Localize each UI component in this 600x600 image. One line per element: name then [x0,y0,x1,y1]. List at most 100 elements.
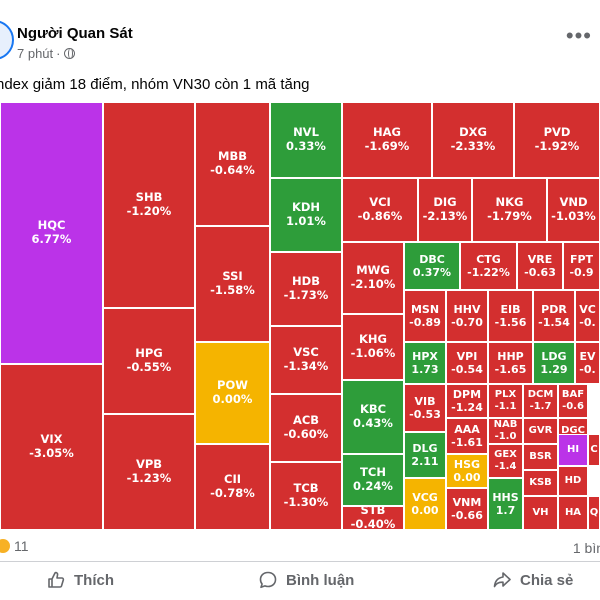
share-count[interactable]: 1 bìn [572,540,600,556]
post-text: ndex giảm 18 điểm, nhóm VN30 còn 1 mã tă… [0,76,310,93]
heatmap-cell-hsg: HSG 0.00 [446,454,488,488]
heatmap-cell-vsc: VSC -1.34% [270,326,342,394]
change-label: -1.79% [487,209,532,223]
ticker-label: BSR [529,451,552,462]
ticker-label: GVR [528,425,553,436]
change-label: 1.73 [411,363,439,376]
change-label: -0.63 [524,266,556,279]
post-meta: 7 phút · [17,46,75,61]
heatmap-cell-vpi: VPI -0.54 [446,342,488,384]
ticker-label: KSB [529,477,552,488]
ticker-label: VRE [527,252,553,266]
heatmap-cell-eib: EIB -1.56 [488,290,533,342]
change-label: -0.78% [210,486,255,500]
change-label: 0.37% [412,266,452,279]
change-label: -0.89 [409,316,441,329]
author-name[interactable]: Người Quan Sát [17,25,133,42]
change-label: -1.06% [350,346,396,360]
comment-button[interactable]: Bình luận [258,570,354,590]
heatmap-cell-c: C [588,434,600,466]
change-label: -1.23% [126,471,172,485]
change-label: -0.60% [283,427,329,441]
change-label: 0.33% [286,139,326,153]
heatmap-cell-gex: GEX -1.4 [488,444,523,478]
change-label: -1.61 [451,436,483,449]
like-label: Thích [74,571,114,589]
heatmap-cell-mwg: MWG -2.10% [342,242,404,314]
ticker-label: MWG [356,263,390,278]
change-label: -0.64% [210,163,255,177]
heatmap-cell-hpg: HPG -0.55% [103,308,195,414]
change-label: -1.65 [494,363,527,376]
ticker-label: HDB [292,274,320,289]
ticker-label: GEX [494,449,517,460]
ticker-label: C [590,444,598,455]
heatmap-cell-baf: BAF -0.6 [558,384,588,418]
ticker-label: STB [360,506,386,518]
comment-icon [259,571,277,589]
like-button[interactable]: Thích [46,570,114,590]
change-label: -1.20% [126,204,172,218]
ticker-label: SSI [222,269,243,284]
heatmap-cell-ldg: LDG 1.29 [533,342,575,384]
heatmap-cell-gvr: GVR [523,418,558,444]
ticker-label: VH [532,507,549,518]
more-options-icon[interactable]: ••• [565,23,592,48]
heatmap-cell-pvd: PVD -1.92% [514,102,600,178]
change-label: -1.0 [494,431,517,442]
heatmap-cell-mbb: MBB -0.64% [195,102,270,226]
heatmap-cell-hdb: HDB -1.73% [270,252,342,326]
change-label: 2.11 [411,455,439,468]
change-label: -1.24 [451,401,483,414]
ticker-label: HI [566,444,580,455]
ticker-label: HPG [135,346,163,361]
heatmap-cell-bsr: BSR [523,444,558,470]
change-label: -2.33% [450,139,496,153]
ticker-label: HD [564,475,582,486]
reaction-summary[interactable]: 11 [0,538,29,554]
heatmap-cell-vcg: VCG 0.00 [404,478,446,530]
change-label: 0.00 [411,504,439,517]
ticker-label: VNM [452,495,482,509]
ticker-label: FPT [569,252,594,266]
change-label: -0. [579,316,596,329]
ticker-label: VCG [412,490,438,504]
change-label: 0.00 [453,471,481,484]
ticker-label: BAF [561,389,585,400]
heatmap-cell-hpx: HPX 1.73 [404,342,446,384]
heatmap-cell-acb: ACB -0.60% [270,394,342,462]
ticker-label: HHP [497,349,524,363]
heatmap-cell-hd: HD [558,466,588,496]
thumbs-up-icon [48,571,65,588]
heatmap-cell-ksb: KSB [523,470,558,496]
change-label: -0.66 [451,509,483,522]
heatmap-cell-kbc: KBC 0.43% [342,380,404,454]
ticker-label: PLX [494,389,517,400]
ticker-label: HHV [453,302,481,316]
heatmap-cell-hqc: HQC 6.77% [0,102,103,364]
change-label: -3.05% [29,446,74,460]
meta-separator: · [56,46,61,61]
heatmap-cell-vib: VIB -0.53 [404,384,446,432]
ticker-label: ACB [292,413,320,428]
post-time[interactable]: 7 phút [17,46,54,61]
change-label: -1.34% [283,359,329,373]
change-label: -0.55% [126,360,172,374]
change-label: -1.54 [538,316,570,329]
ticker-label: PVD [543,125,571,140]
avatar[interactable] [0,20,14,60]
ticker-label: EV [579,349,596,363]
change-label: -1.58% [210,283,255,297]
change-label: -0.54 [451,363,483,376]
ticker-label: VC [579,302,596,316]
reaction-count: 11 [14,538,29,554]
ticker-label: HSG [453,457,481,471]
heatmap-cell-dbc: DBC 0.37% [404,242,460,290]
ticker-label: HQC [37,218,66,233]
share-button[interactable]: Chia sẻ [492,570,573,590]
haha-reaction-icon [0,539,10,553]
heatmap-cell-q: Q [588,496,600,530]
heatmap-cell-dlg: DLG 2.11 [404,432,446,478]
heatmap-image[interactable]: HQC 6.77% VIX -3.05% SHB -1.20% HPG -0.55% VPB -1… [0,102,600,530]
heatmap-cell-hhv: HHV -0.70 [446,290,488,342]
